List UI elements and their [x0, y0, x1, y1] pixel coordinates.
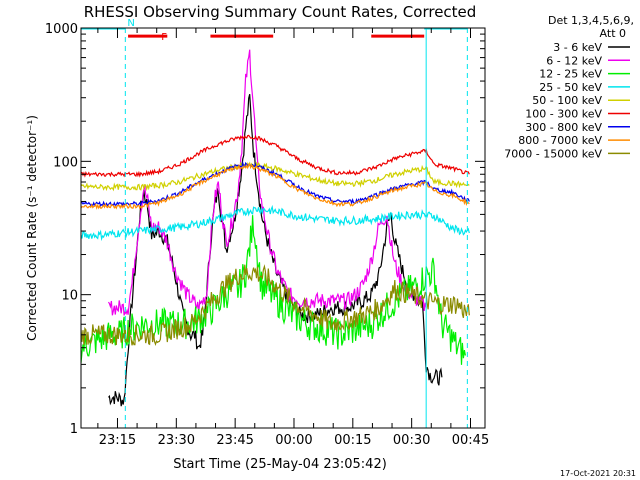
x-tick-label: 00:00: [275, 433, 312, 448]
y-axis-label: Corrected Count Rate (s⁻¹ detector⁻¹): [25, 115, 39, 341]
flag-F-label: F: [161, 32, 167, 43]
legend-header-line-1: Det 1,3,4,5,6,9,: [548, 14, 634, 27]
series-line-6: [81, 134, 470, 178]
x-tick-label: 23:15: [99, 433, 136, 448]
x-tick-label: 23:45: [216, 433, 253, 448]
legend-label-1: 3 - 6 keV: [553, 41, 602, 54]
series-line-5: [81, 161, 470, 192]
legend-header-line-2: Att 0: [600, 27, 626, 40]
chart-title: RHESSI Observing Summary Count Rates, Co…: [84, 3, 477, 21]
y-tick-label: 1: [70, 422, 78, 437]
footer-timestamp: 17-Oct-2021 20:31: [560, 469, 636, 478]
legend-label-5: 50 - 100 keV: [532, 94, 602, 107]
legend-label-3: 12 - 25 keV: [539, 68, 602, 81]
legend-label-7: 300 - 800 keV: [525, 121, 602, 134]
series-line-4: [81, 204, 470, 242]
series-line-8: [81, 163, 470, 210]
y-tick-label: 100: [53, 155, 78, 170]
legend-label-9: 7000 - 15000 keV: [504, 147, 602, 160]
legend-label-2: 6 - 12 keV: [546, 54, 602, 67]
y-tick-label: 10: [61, 289, 78, 304]
x-tick-label: 00:45: [452, 433, 489, 448]
plot-area: N F 1 10 100 1000 23:15 23:30 23:45 00:00 00:15 00:…: [45, 18, 489, 448]
legend-label-8: 800 - 7000 keV: [518, 134, 602, 147]
legend-label-6: 100 - 300 keV: [525, 108, 602, 121]
series-group: [81, 28, 470, 428]
y-tick-label: 1000: [45, 22, 78, 37]
plot-frame: [80, 27, 486, 429]
x-axis-label: Start Time (25-May-04 23:05:42): [173, 457, 387, 472]
flag-N-label: N: [127, 18, 134, 29]
x-tick-label: 00:30: [393, 433, 430, 448]
legend-label-4: 25 - 50 keV: [539, 81, 602, 94]
x-tick-label: 23:30: [158, 433, 195, 448]
x-tick-label: 00:15: [334, 433, 371, 448]
series-line-9: [81, 264, 470, 347]
